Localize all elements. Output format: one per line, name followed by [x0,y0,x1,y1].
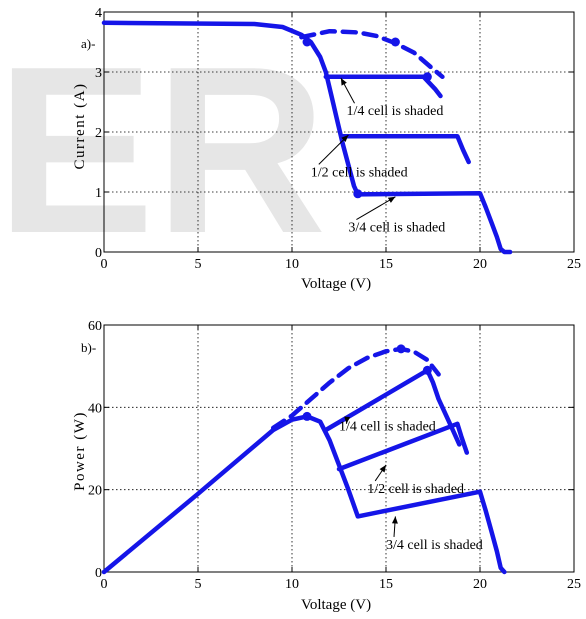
curve-marker [302,411,312,421]
y-tick-label: 0 [95,246,102,261]
curve-marker [390,37,400,47]
y-axis-label: Power (W) [72,411,88,491]
y-tick-label: 20 [88,484,102,499]
watermark: ER [0,18,327,283]
x-tick-label: 0 [101,257,108,272]
curve-marker [396,344,406,354]
y-tick-label: 2 [95,126,102,141]
series-line-solid [101,414,507,575]
annotation-arrowhead [391,516,398,524]
x-tick-label: 10 [285,257,299,272]
curve-marker [302,37,312,47]
series-line-dashed [270,346,441,431]
y-tick-label: 1 [95,186,102,201]
curve-marker [353,189,363,199]
series-line-solid [340,133,471,165]
curve-marker [422,72,432,82]
power-voltage-chart: 0 5 10 15 20 25 0 20 40 60 Voltage (V) Power (W) b)-… [72,319,581,613]
annotation-label: 3/4 cell is shaded [348,221,445,236]
x-tick-label: 20 [473,257,487,272]
x-tick-label: 25 [567,577,581,592]
annotation-arrowhead [341,135,349,143]
y-tick-label: 0 [95,566,102,581]
x-axis-label: Voltage (V) [301,276,371,292]
x-tick-label: 5 [195,257,202,272]
annotation-arrowhead [387,196,396,203]
x-tick-label: 25 [567,257,581,272]
annotation-arrowhead [344,416,351,424]
x-tick-label: 0 [101,577,108,592]
series-line-solid [336,421,470,472]
annotation-label: 1/2 cell is shaded [311,165,408,180]
current-voltage-chart: 0 5 10 15 20 25 0 1 2 3 4 Voltage (V) Current (A) a)-… [72,6,581,292]
x-tick-label: 10 [285,577,299,592]
x-tick-label: 15 [379,577,393,592]
annotation-label: 1/4 cell is shaded [347,104,444,119]
y-tick-label: 40 [88,401,102,416]
annotation-arrow-line [356,196,396,221]
x-tick-label: 5 [195,577,202,592]
series-line-dashed [299,28,445,80]
y-tick-label: 3 [95,66,102,81]
y-tick-label: 4 [95,6,102,21]
x-tick-label: 15 [379,257,393,272]
curve-marker [422,365,432,375]
axes-frame [103,324,575,573]
y-axis-label: Current (A) [72,83,88,170]
annotation-label: 3/4 cell is shaded [386,538,483,553]
x-axis-label: Voltage (V) [301,597,371,613]
annotation-label: 1/4 cell is shaded [339,419,436,434]
series-line-solid [323,74,443,99]
plot-area [104,325,574,572]
annotation-arrowhead [340,78,347,86]
y-tick-label: 60 [88,319,102,334]
x-tick-label: 20 [473,577,487,592]
series-line-solid [101,20,513,255]
panel-label: b)- [81,340,96,355]
panel-label: a)- [81,36,95,51]
annotation-label: 1/2 cell is shaded [367,482,464,497]
annotation-arrowhead [379,464,386,473]
